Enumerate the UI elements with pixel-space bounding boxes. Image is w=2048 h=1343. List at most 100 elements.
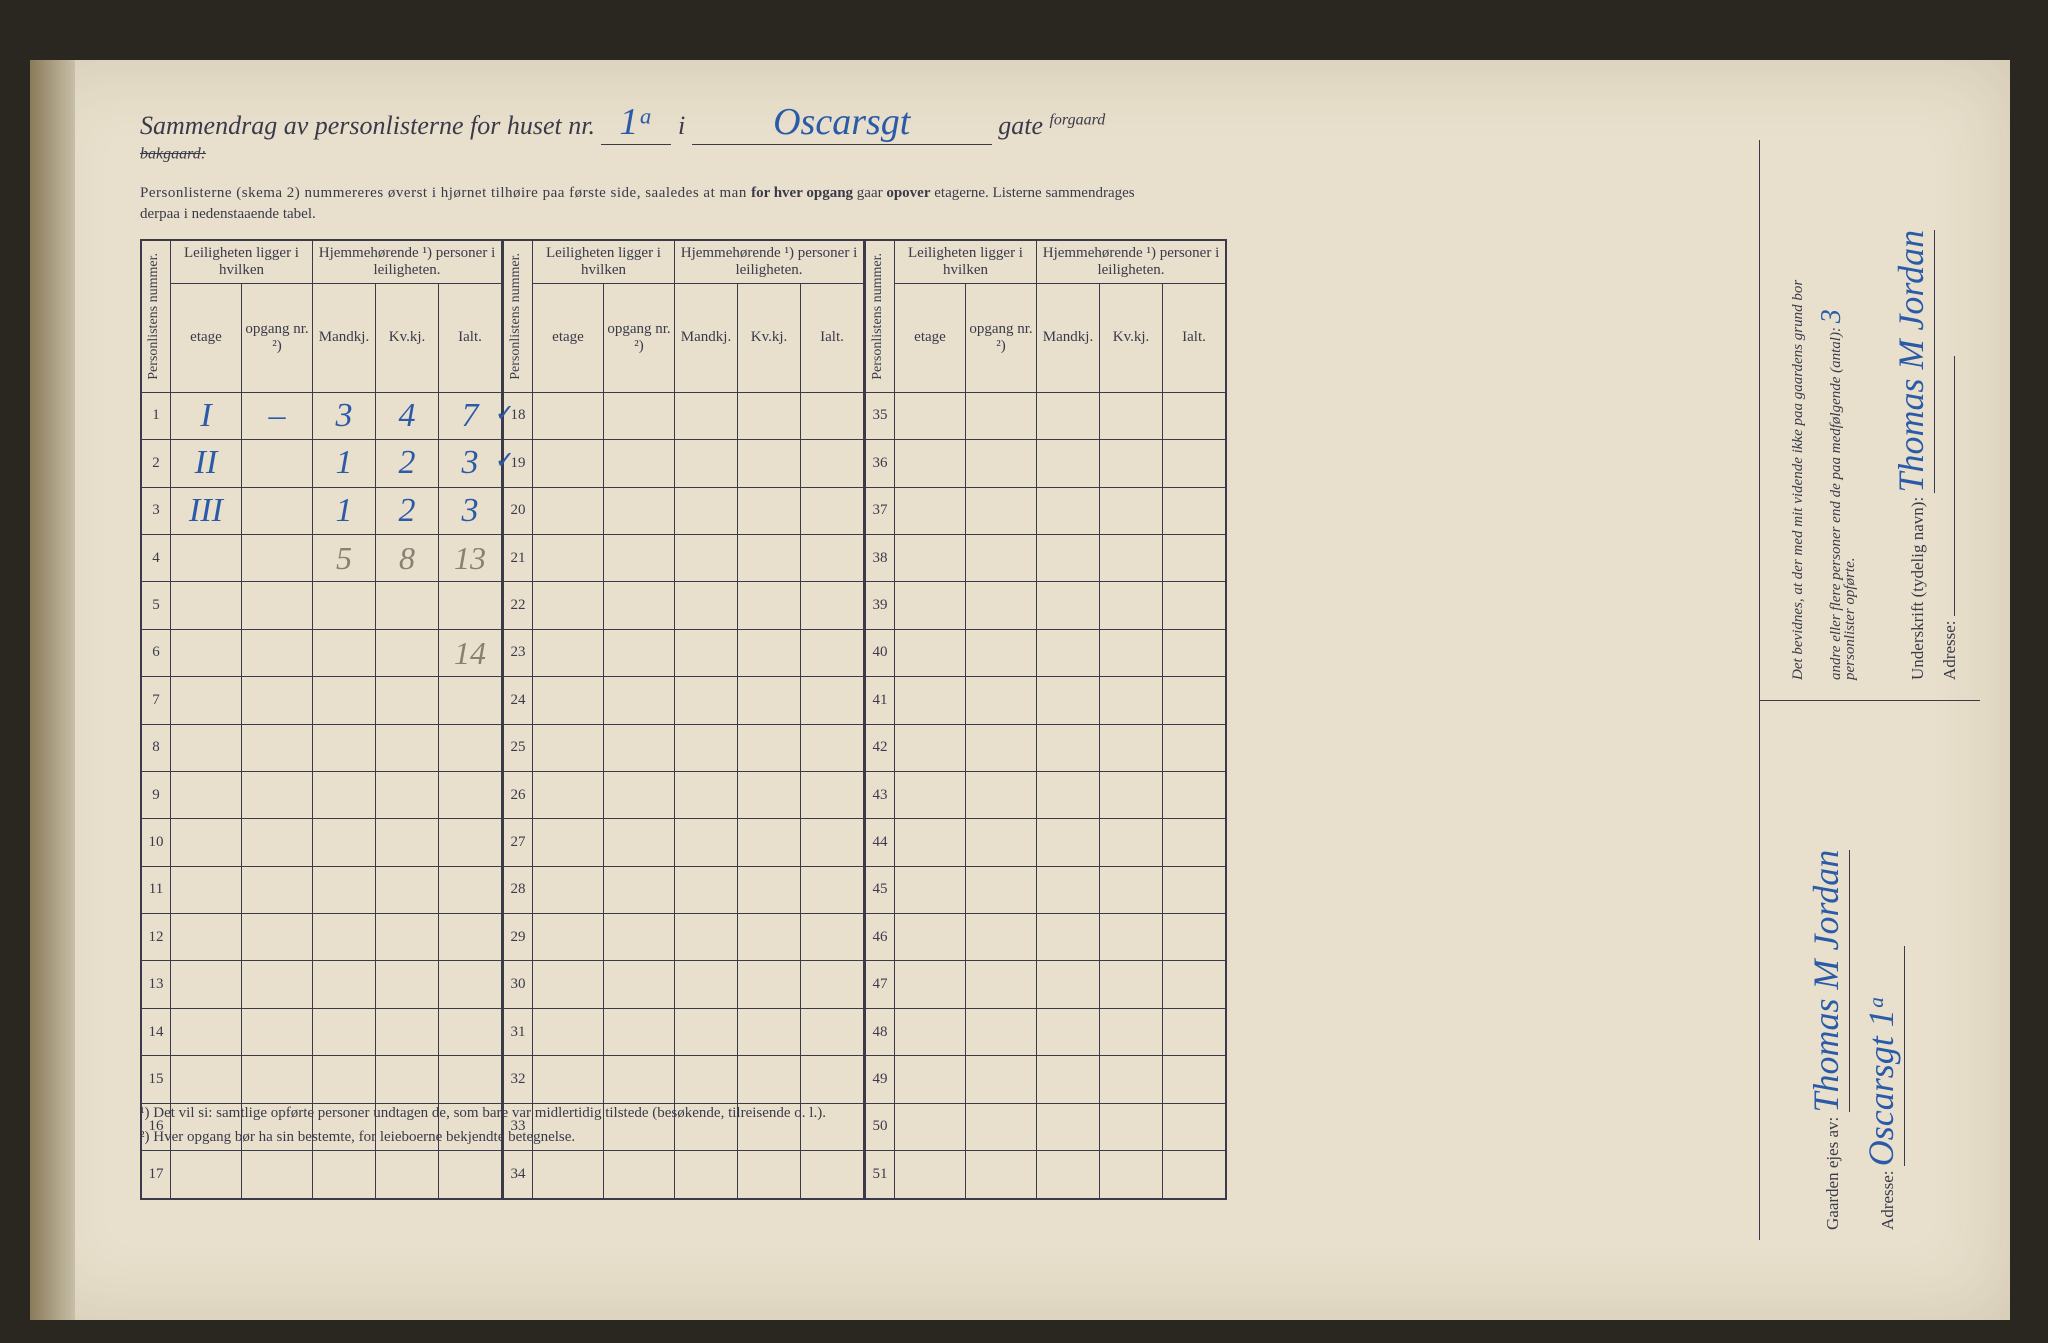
cell-i <box>1163 582 1227 629</box>
cell-m <box>313 771 376 818</box>
cell-etage <box>533 582 604 629</box>
title-line: Sammendrag av personlisterne for huset n… <box>140 100 1880 175</box>
row-number: 21 <box>504 534 533 581</box>
row-number: 38 <box>866 534 895 581</box>
cell-opgang <box>966 819 1037 866</box>
table-row: 22 <box>504 582 865 629</box>
table-row: 48 <box>866 1008 1227 1055</box>
table-row: 26 <box>504 771 865 818</box>
cell-etage <box>533 534 604 581</box>
cell-etage <box>895 629 966 676</box>
table-row: 34 <box>504 1151 865 1199</box>
cell-etage <box>171 1056 242 1103</box>
cell-etage <box>171 582 242 629</box>
cell-m <box>1037 629 1100 676</box>
row-number: 32 <box>504 1056 533 1103</box>
table-row: 20 <box>504 487 865 534</box>
cell-m <box>1037 677 1100 724</box>
cell-i <box>801 677 865 724</box>
cell-m <box>1037 961 1100 1008</box>
cell-i <box>801 440 865 487</box>
adresse2-block: Adresse: <box>1940 356 1960 680</box>
cell-etage <box>895 866 966 913</box>
underskrift-label: Underskrift (tydelig navn): <box>1908 497 1927 680</box>
signature-block: Underskrift (tydelig navn): Thomas M Jor… <box>1890 230 1935 680</box>
cell-etage: II <box>171 440 242 487</box>
cell-opgang <box>242 1056 313 1103</box>
cell-opgang <box>242 866 313 913</box>
cell-opgang <box>966 440 1037 487</box>
cell-opgang <box>604 629 675 676</box>
row-number: 22 <box>504 582 533 629</box>
cell-etage <box>895 771 966 818</box>
cell-k: 2 <box>376 487 439 534</box>
cell-etage <box>533 1151 604 1199</box>
cell-k <box>1100 1056 1163 1103</box>
cell-m <box>1037 771 1100 818</box>
side-separator <box>1760 700 1980 701</box>
table-row: 23 <box>504 629 865 676</box>
table-row: 1I–347✓ <box>141 392 502 439</box>
cell-k <box>1100 677 1163 724</box>
cell-m <box>1037 819 1100 866</box>
cell-etage <box>171 1103 242 1150</box>
cell-i <box>801 1008 865 1055</box>
table-row: 43 <box>866 771 1227 818</box>
cell-etage <box>171 629 242 676</box>
table-row: 9 <box>141 771 502 818</box>
cell-k <box>376 914 439 961</box>
cell-i <box>801 961 865 1008</box>
cell-opgang <box>242 961 313 1008</box>
table-row: 18 <box>504 392 865 439</box>
cell-k <box>738 724 801 771</box>
cell-opgang <box>966 534 1037 581</box>
cell-i: 3✓ <box>439 440 503 487</box>
cell-m <box>675 487 738 534</box>
cell-i <box>439 724 503 771</box>
row-number: 6 <box>141 629 171 676</box>
cell-k <box>738 487 801 534</box>
cell-m <box>1037 534 1100 581</box>
row-number: 37 <box>866 487 895 534</box>
antal-value: 3 <box>1816 309 1847 323</box>
subtitle: Personlisterne (skema 2) nummereres øver… <box>140 183 1880 225</box>
cell-etage <box>895 1056 966 1103</box>
forgaard: forgaard <box>1049 111 1105 128</box>
table-row: 5 <box>141 582 502 629</box>
cell-i <box>801 914 865 961</box>
cell-etage <box>895 819 966 866</box>
table-row: 13 <box>141 961 502 1008</box>
cell-k <box>376 724 439 771</box>
row-number: 51 <box>866 1151 895 1199</box>
cell-etage <box>895 1103 966 1150</box>
cell-opgang <box>604 392 675 439</box>
table-row: 19 <box>504 440 865 487</box>
table-row: 8 <box>141 724 502 771</box>
row-number: 2 <box>141 440 171 487</box>
table-row: 17 <box>141 1151 502 1199</box>
cell-m: 1 <box>313 440 376 487</box>
cell-opgang: – <box>242 392 313 439</box>
cell-i: 7✓ <box>439 392 503 439</box>
hdr-leil: Leiligheten ligger i hvilken <box>171 240 313 284</box>
table-row: 24 <box>504 677 865 724</box>
owner-name: Thomas M Jordan <box>1806 850 1846 1113</box>
adresse-label: Adresse: <box>1878 1171 1897 1230</box>
cell-i <box>1163 440 1227 487</box>
cell-m <box>675 961 738 1008</box>
row-number: 46 <box>866 914 895 961</box>
cell-i <box>1163 534 1227 581</box>
cell-i <box>439 1151 503 1199</box>
cell-k: 2 <box>376 440 439 487</box>
cell-i <box>801 582 865 629</box>
cell-k <box>738 914 801 961</box>
row-number: 9 <box>141 771 171 818</box>
row-number: 12 <box>141 914 171 961</box>
cell-opgang <box>966 866 1037 913</box>
cell-opgang <box>966 914 1037 961</box>
cell-opgang <box>242 440 313 487</box>
cell-m: 3 <box>313 392 376 439</box>
cell-m <box>1037 724 1100 771</box>
cell-opgang <box>966 1151 1037 1199</box>
cell-i <box>439 582 503 629</box>
